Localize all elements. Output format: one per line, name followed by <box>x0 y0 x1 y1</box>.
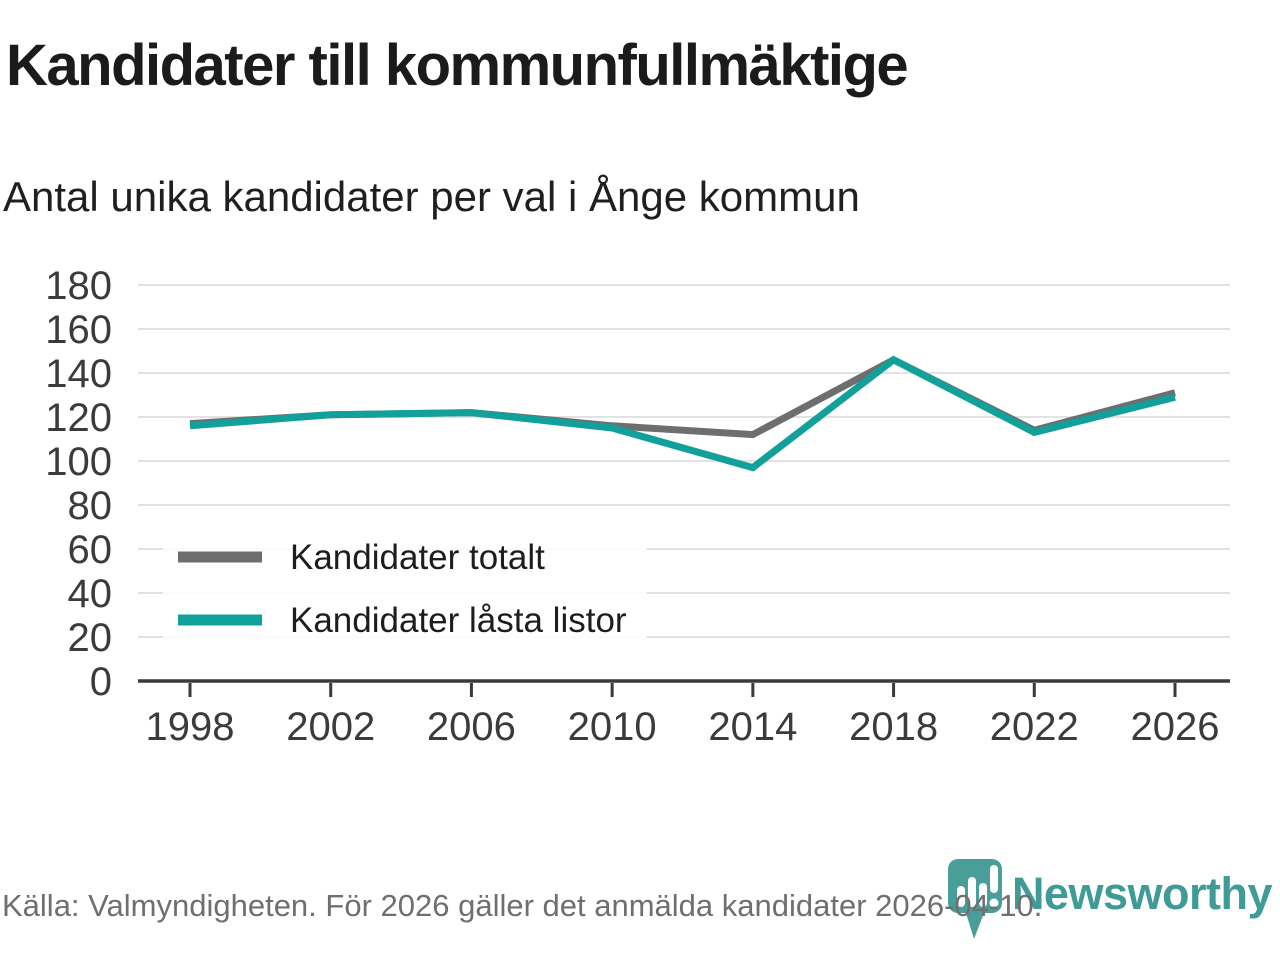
y-axis-tick-label: 140 <box>45 352 112 396</box>
legend-background <box>163 528 647 655</box>
legend-label: Kandidater totalt <box>290 538 545 577</box>
newsworthy-pin-icon <box>947 859 1002 939</box>
y-axis-tick-label: 40 <box>68 572 113 616</box>
series-line-kandidater-l-sta-listor <box>189 355 1176 472</box>
legend-label: Kandidater låsta listor <box>290 601 627 640</box>
y-axis-tick-label: 0 <box>90 660 112 704</box>
x-axis-tick-label: 1998 <box>146 705 235 749</box>
x-axis-tick-label: 2014 <box>708 705 797 749</box>
chart-title: Kandidater till kommunfullmäktige <box>6 33 909 98</box>
y-axis-tick-label: 120 <box>45 396 112 440</box>
y-axis-tick-label: 60 <box>68 528 113 572</box>
series-line-kandidater-totalt <box>189 355 1176 439</box>
x-axis-tick-label: 2022 <box>990 705 1079 749</box>
source-note: Källa: Valmyndigheten. För 2026 gäller d… <box>2 888 1043 923</box>
y-axis-tick-label: 180 <box>45 264 112 308</box>
x-axis-tick-label: 2002 <box>286 705 375 749</box>
newsworthy-wordmark: Newsworthy <box>1011 868 1273 919</box>
y-axis-tick-label: 20 <box>68 616 113 660</box>
x-axis-tick-label: 2006 <box>427 705 516 749</box>
x-axis-tick-label: 2026 <box>1131 705 1220 749</box>
newsworthy-logo: Newsworthy <box>944 855 1273 943</box>
chart-subtitle: Antal unika kandidater per val i Ånge ko… <box>3 173 860 220</box>
x-axis-tick-label: 2018 <box>849 705 938 749</box>
y-axis-tick-label: 80 <box>68 484 113 528</box>
y-axis-tick-label: 100 <box>45 440 112 484</box>
y-axis-tick-label: 160 <box>45 308 112 352</box>
x-axis-tick-label: 2010 <box>568 705 657 749</box>
